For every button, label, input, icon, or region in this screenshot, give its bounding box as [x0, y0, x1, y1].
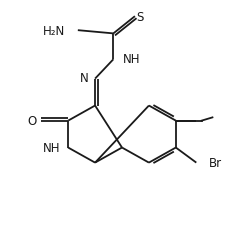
Text: N: N	[80, 72, 89, 85]
Text: S: S	[137, 11, 144, 24]
Text: H₂N: H₂N	[43, 25, 65, 38]
Text: Br: Br	[209, 156, 222, 169]
Text: NH: NH	[123, 52, 141, 65]
Text: NH: NH	[43, 141, 60, 154]
Text: O: O	[28, 115, 37, 128]
